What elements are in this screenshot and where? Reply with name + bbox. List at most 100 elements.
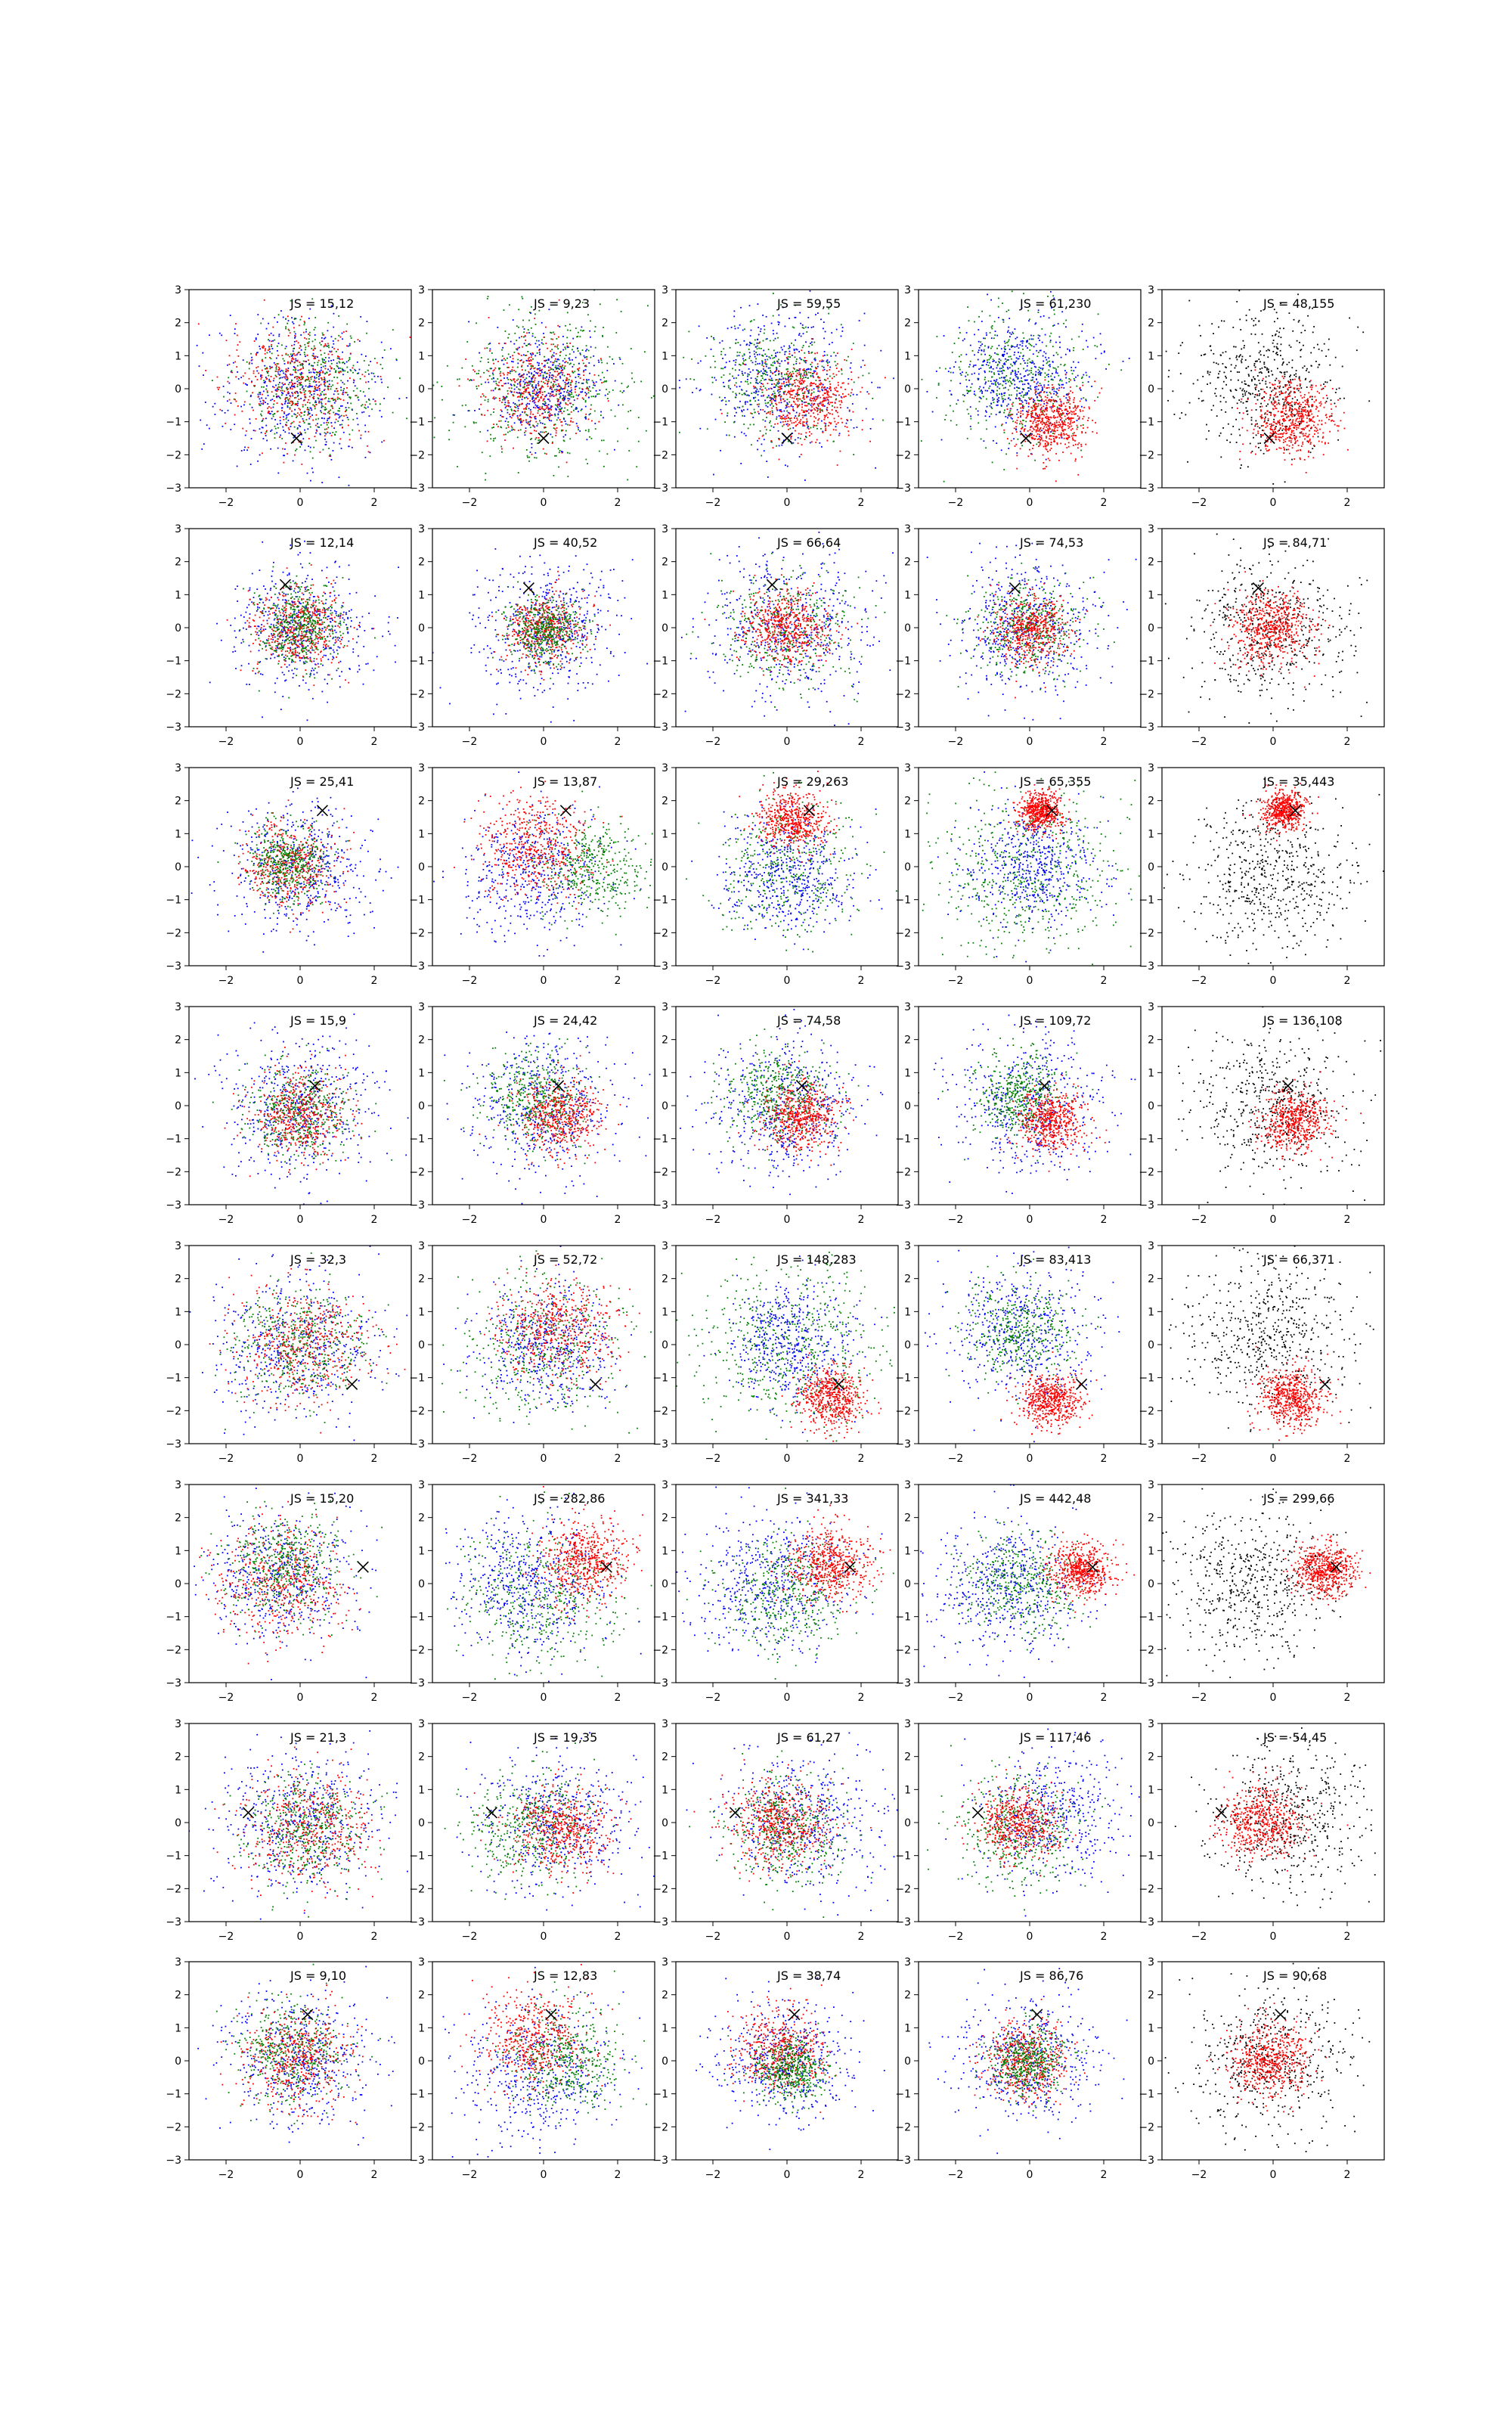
scatter-point — [335, 371, 337, 373]
scatter-point — [308, 399, 309, 401]
scatter-point — [292, 460, 294, 462]
scatter-point — [565, 423, 567, 425]
scatter-point — [338, 397, 340, 399]
scatter-point — [350, 337, 352, 339]
scatter-point — [771, 383, 773, 385]
scatter-point — [792, 373, 795, 374]
scatter-point — [1001, 393, 1003, 396]
scatter-point — [583, 374, 584, 377]
scatter-point — [1055, 391, 1057, 392]
scatter-point — [723, 367, 726, 368]
scatter-point — [801, 400, 803, 402]
scatter-point — [476, 388, 478, 389]
scatter-point — [237, 378, 240, 380]
scatter-point — [960, 361, 962, 363]
scatter-point — [560, 368, 562, 369]
scatter-point — [236, 334, 238, 337]
scatter-point — [289, 395, 291, 396]
scatter-point — [272, 406, 274, 408]
scatter-point — [598, 361, 600, 363]
scatter-point — [319, 374, 321, 377]
scatter-point — [736, 394, 737, 396]
scatter-point — [1002, 369, 1004, 371]
scatter-point — [562, 365, 563, 366]
scatter-point — [556, 419, 558, 421]
scatter-point — [552, 391, 554, 393]
scatter-point — [1014, 363, 1016, 365]
scatter-point — [575, 423, 578, 424]
scatter-point — [354, 341, 355, 343]
scatter-point — [552, 374, 554, 376]
scatter-point — [800, 374, 801, 377]
scatter-point — [289, 355, 291, 358]
scatter-point — [802, 425, 804, 427]
scatter-point — [575, 380, 577, 383]
scatter-point — [558, 390, 560, 392]
scatter-point — [798, 415, 800, 417]
scatter-point — [799, 437, 801, 439]
scatter-point — [817, 405, 820, 407]
scatter-point — [285, 327, 287, 330]
scatter-point — [749, 382, 751, 384]
scatter-point — [257, 460, 259, 462]
scatter-point — [756, 404, 758, 405]
scatter-point — [231, 371, 234, 374]
scatter-point — [250, 359, 253, 361]
scatter-point — [1085, 371, 1087, 374]
scatter-point — [212, 405, 214, 408]
scatter-point — [523, 328, 525, 330]
scatter-point — [1049, 365, 1051, 368]
scatter-point — [973, 365, 975, 366]
scatter-point — [260, 402, 262, 405]
scatter-point — [789, 345, 790, 347]
scatter-point — [301, 378, 303, 380]
scatter-point — [563, 387, 565, 389]
scatter-point — [748, 344, 751, 346]
scatter-point — [786, 414, 789, 416]
scatter-point — [466, 341, 469, 343]
scatter-point — [315, 380, 318, 383]
scatter-point — [308, 386, 310, 388]
scatter-point — [781, 360, 782, 362]
scatter-point — [558, 386, 560, 387]
scatter-point — [284, 448, 286, 450]
scatter-point — [747, 373, 749, 375]
scatter-point — [560, 371, 562, 374]
scatter-point — [325, 396, 327, 399]
scatter-point — [803, 410, 805, 412]
scatter-point — [981, 343, 984, 345]
scatter-point — [500, 445, 503, 448]
scatter-point — [764, 411, 766, 413]
scatter-point — [569, 395, 571, 397]
scatter-point — [302, 331, 305, 334]
point-series-green — [679, 293, 884, 457]
scatter-point — [770, 364, 773, 366]
scatter-point — [368, 373, 370, 375]
scatter-point — [487, 401, 489, 403]
scatter-point — [1037, 442, 1040, 443]
scatter-point — [813, 382, 815, 384]
scatter-point — [569, 324, 571, 325]
scatter-point — [990, 337, 993, 340]
scatter-point — [577, 350, 579, 352]
target-marker-stroke — [538, 432, 550, 445]
scatter-point — [488, 317, 490, 318]
scatter-point — [810, 368, 812, 371]
scatter-point — [585, 413, 587, 415]
scatter-point — [287, 414, 289, 416]
scatter-point — [798, 422, 800, 424]
scatter-point — [285, 368, 287, 371]
scatter-point — [748, 374, 750, 376]
scatter-point — [810, 341, 813, 343]
scatter-point — [578, 395, 579, 397]
scatter-point — [755, 352, 757, 353]
scatter-point — [802, 392, 804, 394]
scatter-point — [297, 342, 299, 344]
scatter-point — [537, 361, 538, 364]
scatter-point — [251, 380, 253, 383]
scatter-point — [308, 383, 311, 385]
scatter-point — [519, 404, 521, 405]
scatter-point — [522, 380, 525, 383]
scatter-point — [733, 310, 736, 312]
